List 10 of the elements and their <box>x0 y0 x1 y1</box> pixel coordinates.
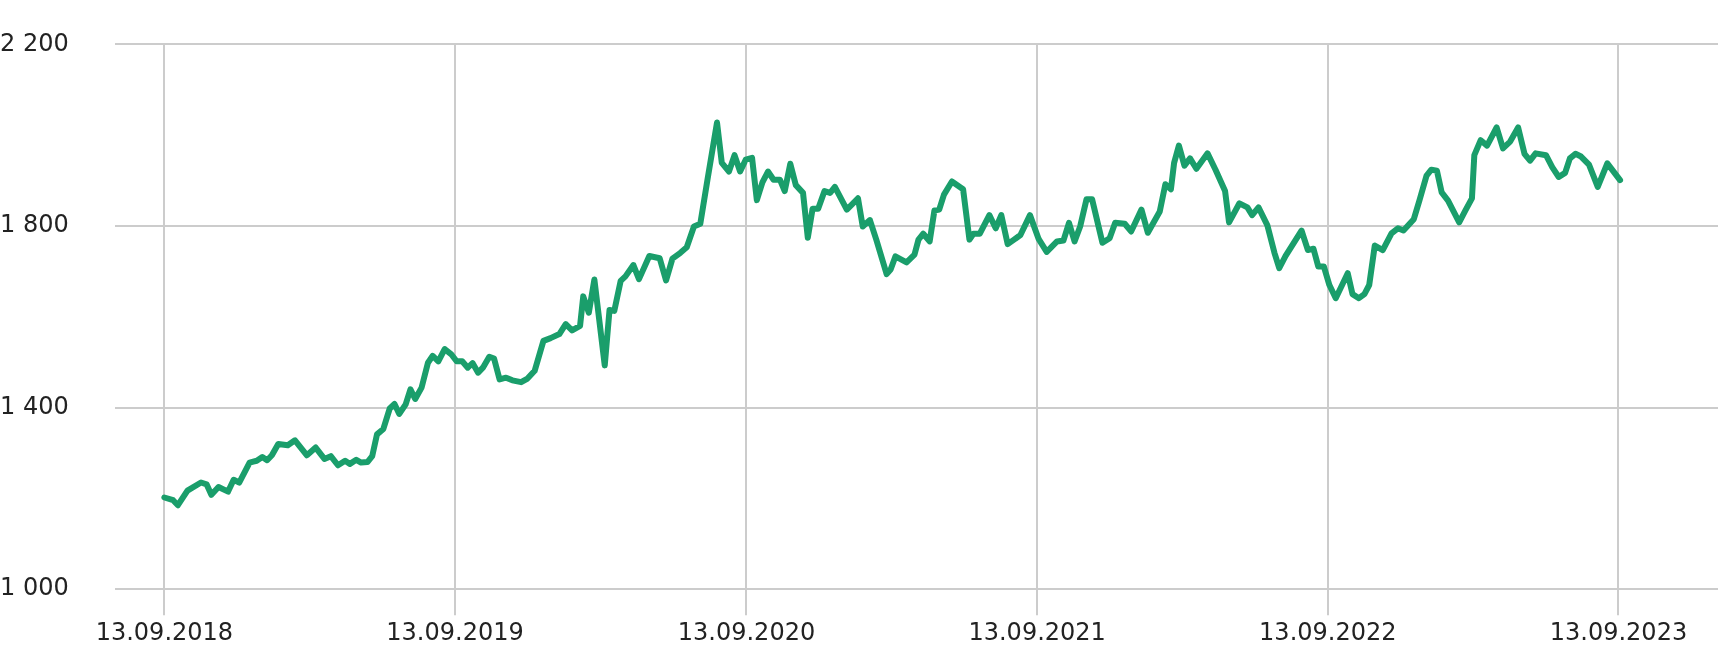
x-tick-label: 13.09.2022 <box>1259 617 1397 646</box>
x-tick-label: 13.09.2023 <box>1549 617 1688 646</box>
y-tick-label: 1 400 <box>0 391 69 420</box>
x-tick-label: 13.09.2021 <box>968 617 1106 646</box>
y-tick-label: 2 200 <box>0 28 69 57</box>
y-tick-label: 1 000 <box>0 573 69 602</box>
x-tick-label: 13.09.2020 <box>677 617 816 646</box>
y-tick-label: 1 800 <box>0 210 69 239</box>
x-tick-label: 13.09.2019 <box>386 617 524 646</box>
x-tick-label: 13.09.2018 <box>95 617 234 646</box>
